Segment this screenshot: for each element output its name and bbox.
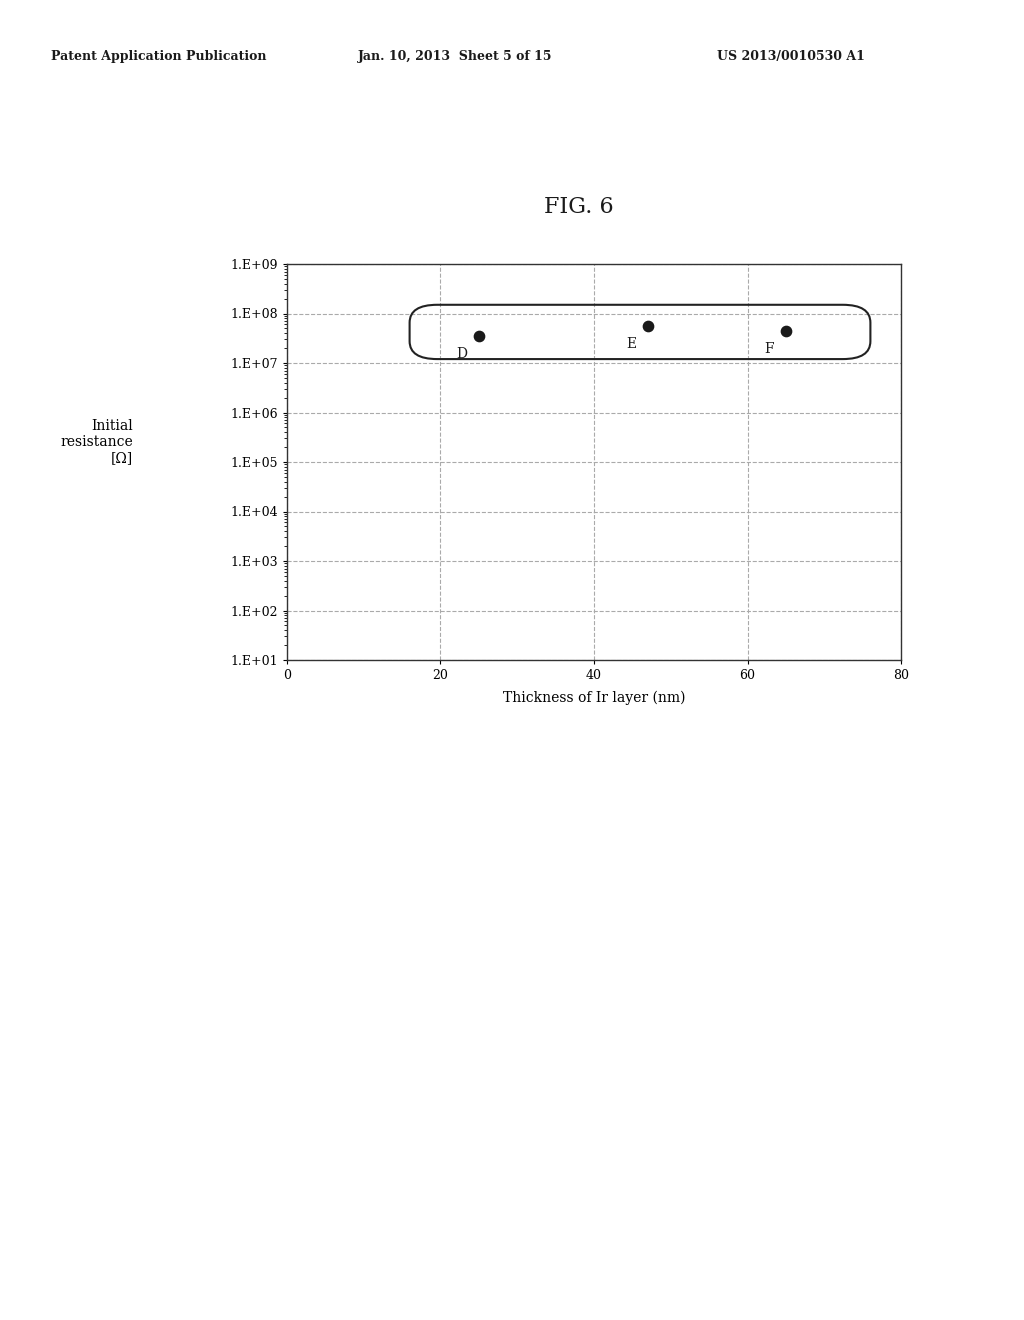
Point	[639, 315, 656, 337]
Text: FIG. 6: FIG. 6	[544, 195, 613, 218]
X-axis label: Thickness of Ir layer (nm): Thickness of Ir layer (nm)	[503, 690, 685, 705]
Point	[471, 326, 487, 347]
Text: US 2013/0010530 A1: US 2013/0010530 A1	[717, 50, 864, 63]
Text: Jan. 10, 2013  Sheet 5 of 15: Jan. 10, 2013 Sheet 5 of 15	[358, 50, 553, 63]
Text: F: F	[765, 342, 774, 355]
Y-axis label: Initial
resistance
[Ω]: Initial resistance [Ω]	[60, 418, 133, 466]
Text: E: E	[626, 338, 636, 351]
Text: Patent Application Publication: Patent Application Publication	[51, 50, 266, 63]
Point	[778, 321, 795, 342]
Text: D: D	[457, 347, 467, 362]
